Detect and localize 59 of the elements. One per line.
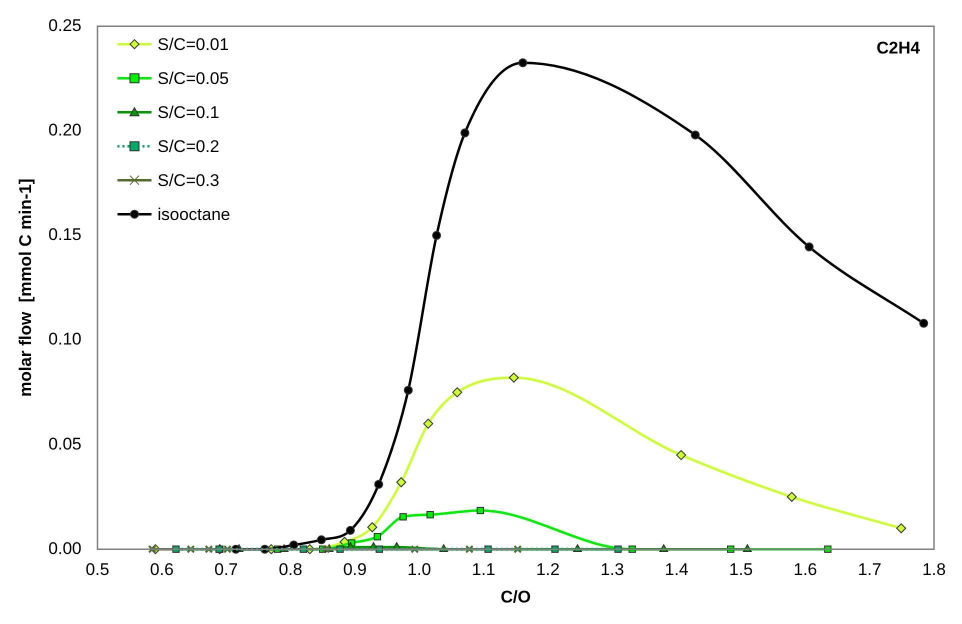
x-tick-label: 0.6 (150, 560, 174, 580)
x-tick-label: 0.5 (86, 560, 110, 580)
x-tick-label: 1.6 (793, 560, 818, 580)
x-tick-label: 1.7 (858, 560, 882, 580)
point (399, 513, 407, 520)
point (346, 526, 355, 535)
x-tick-label: 1.8 (922, 560, 946, 580)
y-tick-label: 0.25 (48, 16, 82, 35)
point (508, 372, 519, 383)
point (518, 58, 528, 68)
point (896, 523, 906, 534)
x-tick-label: 1.0 (407, 560, 432, 580)
annotation: C2H4 (876, 38, 921, 58)
point (676, 450, 686, 460)
legend-label: S/C=0.1 (157, 102, 220, 122)
point (919, 318, 928, 328)
point (410, 545, 419, 554)
x-tick-label: 0.7 (214, 560, 238, 580)
point (204, 545, 213, 554)
point (690, 130, 700, 140)
point (804, 242, 814, 252)
point (396, 477, 406, 488)
point (476, 506, 484, 514)
legend-label: isooctane (157, 204, 230, 224)
legend-label: S/C=0.05 (157, 68, 229, 88)
x-tick-label: 0.9 (343, 560, 367, 580)
point (513, 545, 522, 554)
legend-label: S/C=0.01 (157, 34, 229, 54)
point (426, 511, 434, 518)
x-tick-label: 1.5 (729, 560, 753, 580)
point (465, 545, 474, 554)
point (316, 535, 326, 544)
x-tick-label: 1.3 (600, 560, 624, 580)
point (148, 545, 156, 554)
x-axis-title: C/O (500, 587, 531, 606)
point (423, 418, 434, 429)
point (404, 386, 413, 395)
y-tick-label: 0.10 (48, 330, 82, 349)
x-tick-label: 1.2 (536, 560, 560, 580)
point (374, 532, 382, 540)
point (186, 545, 195, 554)
y-tick-label: 0.15 (48, 225, 82, 244)
y-tick-label: 0.00 (48, 538, 82, 558)
point (322, 545, 330, 554)
y-axis-title: molar flow [mmol C min-1] (16, 178, 35, 397)
x-tick-label: 0.8 (278, 560, 302, 580)
y-tick-label: 0.20 (48, 120, 82, 140)
legend-label: S/C=0.3 (157, 170, 220, 190)
point (460, 128, 470, 138)
point (452, 387, 462, 398)
point (223, 545, 232, 554)
x-tick-label: 1.1 (472, 560, 496, 580)
y-tick-label: 0.05 (48, 434, 82, 454)
point (367, 522, 378, 532)
point (786, 492, 797, 502)
point (374, 480, 384, 489)
legend-label: S/C=0.2 (157, 136, 220, 156)
point (432, 230, 442, 240)
x-tick-label: 1.4 (664, 560, 688, 580)
